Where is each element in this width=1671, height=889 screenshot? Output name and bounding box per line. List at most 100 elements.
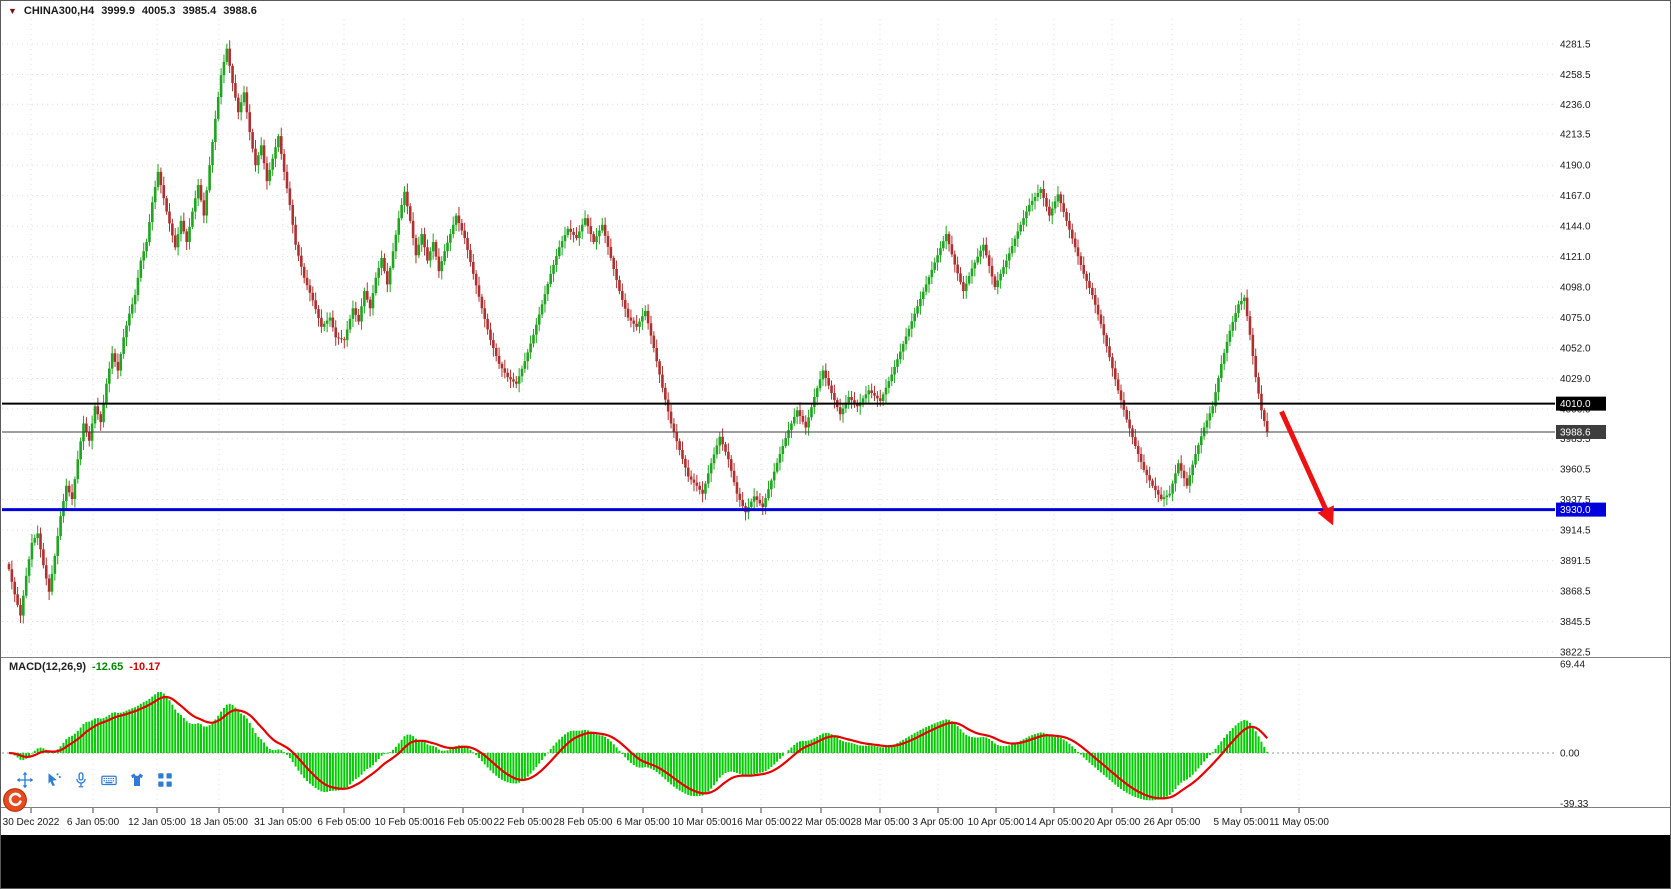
candle-body <box>406 191 409 207</box>
candle-body <box>936 255 939 263</box>
grid-icon[interactable] <box>155 770 175 790</box>
candle-body <box>686 467 690 477</box>
candle-body <box>380 257 383 268</box>
candle-body <box>987 255 991 266</box>
candle-body <box>758 499 762 504</box>
candle-body <box>655 348 659 362</box>
candle-body <box>33 538 37 543</box>
price-tick-label: 4098.0 <box>1560 283 1591 294</box>
candle-body <box>537 314 541 325</box>
candle-body <box>1179 463 1183 471</box>
candle-body <box>1234 313 1237 322</box>
candle-body <box>348 318 352 330</box>
candle-body <box>128 313 131 326</box>
candle-body <box>1002 267 1005 274</box>
pointer-icon[interactable] <box>43 770 63 790</box>
candle-body <box>65 485 68 501</box>
time-tick-label: 28 Mar 05:00 <box>851 817 910 828</box>
overlay-logo-icon[interactable] <box>2 787 28 818</box>
candle-body <box>47 578 51 592</box>
price-tick-label: 4029.0 <box>1560 374 1591 385</box>
candle-body <box>1228 330 1232 342</box>
candle-body <box>96 406 100 415</box>
symbol-dropdown-icon[interactable]: ▼ <box>8 5 17 16</box>
candle-body <box>1059 194 1063 204</box>
candle-body <box>16 594 19 605</box>
candle-body <box>251 132 254 149</box>
candle-body <box>466 238 469 250</box>
candle-body <box>1042 189 1045 198</box>
candle-body <box>1108 346 1111 358</box>
candle-body <box>22 595 25 616</box>
move-icon[interactable] <box>15 770 35 790</box>
candle-body <box>787 430 790 439</box>
time-tick-label: 22 Feb 05:00 <box>494 817 553 828</box>
candle-body <box>864 394 868 399</box>
trend-arrow-head[interactable] <box>1317 505 1334 526</box>
candle-body <box>1111 357 1114 369</box>
keyboard-icon[interactable] <box>99 770 119 790</box>
candle-body <box>890 374 894 382</box>
candle-body <box>254 148 257 166</box>
candle-body <box>1197 445 1200 454</box>
candle-body <box>345 329 349 341</box>
candle-body <box>514 381 518 384</box>
candle-body <box>715 445 719 455</box>
candle-body <box>592 234 595 243</box>
candle-body <box>363 291 366 307</box>
macd-value-signal: -10.17 <box>129 661 161 673</box>
candle-body <box>460 223 464 231</box>
candle-body <box>1134 437 1137 447</box>
candle-body <box>1231 321 1235 331</box>
shirt-icon[interactable] <box>127 770 147 790</box>
candle-body <box>420 234 424 245</box>
candle-body <box>732 470 736 483</box>
time-tick-label: 11 May 05:00 <box>1269 817 1329 828</box>
candle-body <box>695 482 699 486</box>
candle-body <box>755 496 759 500</box>
candle-body <box>334 327 338 338</box>
candle-body <box>1208 413 1212 421</box>
chart-canvas[interactable]: 4281.5 4258.5 4236.0 4213.5 4190.0 4167.0 4144… <box>1 1 1671 835</box>
candle-body <box>222 61 226 76</box>
candle-body <box>830 385 833 394</box>
trend-arrow-shaft[interactable] <box>1279 410 1328 511</box>
time-tick-label: 12 Jan 05:00 <box>128 817 186 828</box>
candle-body <box>234 83 237 98</box>
candle-body <box>277 136 280 148</box>
candle-body <box>1217 378 1220 393</box>
candle-body <box>294 224 297 245</box>
time-tick-label: 10 Feb 05:00 <box>375 817 434 828</box>
candle-body <box>257 155 260 166</box>
candle-body <box>1122 400 1126 410</box>
candle-body <box>87 432 91 441</box>
candle-body <box>188 226 191 243</box>
annotations <box>1279 410 1334 526</box>
candle-body <box>1237 304 1240 314</box>
candle-body <box>815 388 819 398</box>
candle-body <box>191 211 194 227</box>
level-lines[interactable]: 4010.0 3930.0 3988.6 <box>2 396 1606 517</box>
candle-body <box>1065 212 1068 221</box>
candle-body <box>807 417 810 428</box>
candle-body <box>543 294 547 305</box>
candle-body <box>1088 280 1091 288</box>
candle-body <box>99 414 103 423</box>
candle-body <box>151 202 154 223</box>
candle-body <box>494 348 498 356</box>
candle-body <box>1073 238 1077 248</box>
candle-body <box>729 459 733 471</box>
candle-body <box>1242 297 1246 301</box>
candle-body <box>979 250 982 257</box>
macd-indicator-label: MACD(12,26,9) -12.65 -10.17 <box>9 661 160 673</box>
candle-body <box>1105 335 1108 347</box>
candle-body <box>795 410 799 417</box>
candle-body <box>1096 304 1100 315</box>
candle-body <box>156 171 160 188</box>
candle-body <box>368 299 372 309</box>
price-tick-label: 4075.0 <box>1560 313 1591 324</box>
microphone-icon[interactable] <box>71 770 91 790</box>
price-tick-label: 3937.5 <box>1560 495 1591 506</box>
candle-body <box>1251 334 1255 356</box>
candle-body <box>1171 483 1174 494</box>
